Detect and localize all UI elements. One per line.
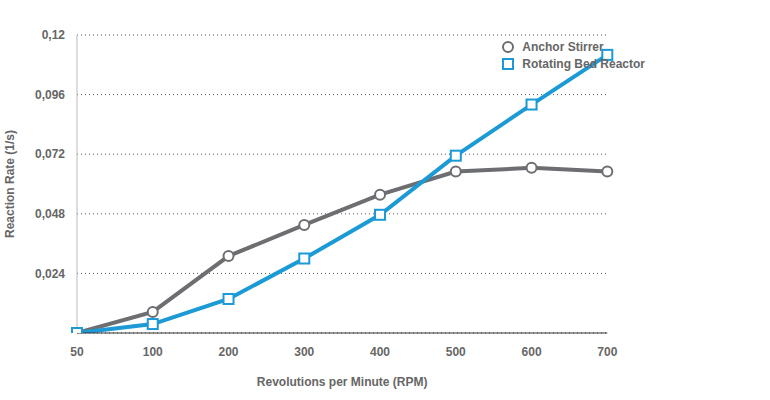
svg-text:50: 50 bbox=[70, 345, 84, 359]
svg-text:700: 700 bbox=[597, 345, 617, 359]
svg-text:0,048: 0,048 bbox=[35, 207, 65, 221]
svg-text:100: 100 bbox=[143, 345, 163, 359]
svg-text:200: 200 bbox=[219, 345, 239, 359]
svg-text:0,072: 0,072 bbox=[35, 147, 65, 161]
html-text:Anchor Stirrer: Anchor Stirrer bbox=[522, 39, 604, 54]
svg-text:400: 400 bbox=[370, 345, 390, 359]
svg-text:600: 600 bbox=[522, 345, 542, 359]
svg-text:Revolutions per Minute (RPM): Revolutions per Minute (RPM) bbox=[257, 375, 428, 389]
svg-text:300: 300 bbox=[294, 345, 314, 359]
svg-text:500: 500 bbox=[446, 345, 466, 359]
svg-text:0,12: 0,12 bbox=[42, 28, 66, 42]
html-text:Rotating Bed Reactor: Rotating Bed Reactor bbox=[522, 56, 645, 71]
svg-text:0,096: 0,096 bbox=[35, 88, 65, 102]
svg-text:0,024: 0,024 bbox=[35, 267, 65, 281]
svg-text:Reaction Rate (1/s): Reaction Rate (1/s) bbox=[8, 130, 17, 238]
